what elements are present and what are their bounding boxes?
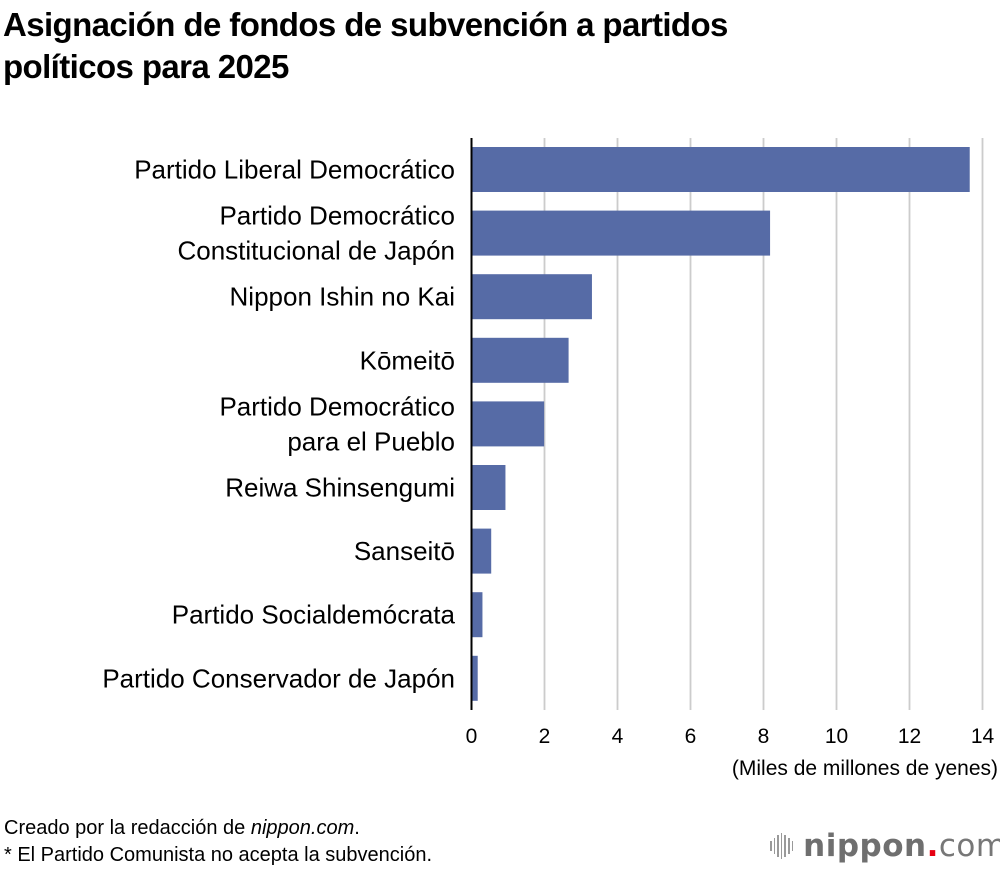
- footnote: * El Partido Comunista no acepta la subv…: [4, 844, 433, 866]
- category-label-line: Constitucional de Japón: [177, 236, 455, 266]
- bar: [471, 528, 492, 574]
- bar: [471, 465, 506, 510]
- x-tick-label: 2: [539, 725, 551, 748]
- category-label-line: para el Pueblo: [287, 426, 455, 456]
- category-label: Kōmeitō: [360, 345, 455, 375]
- bar: [471, 401, 545, 447]
- category-label-line: Partido Socialdemócrata: [172, 600, 456, 630]
- x-tick-label: 6: [685, 725, 697, 748]
- x-axis-unit-label: (Miles de millones de yenes): [732, 757, 998, 780]
- nippon-com-logo: nippon.com: [770, 826, 1000, 866]
- chart-title-line-1: Asignación de fondos de subvención a par…: [3, 6, 728, 43]
- bar: [471, 274, 592, 320]
- category-label-line: Nippon Ishin no Kai: [230, 282, 455, 312]
- x-tick-label: 14: [971, 725, 995, 748]
- category-label: Nippon Ishin no Kai: [230, 282, 455, 312]
- chart-title-line-2: políticos para 2025: [3, 48, 289, 85]
- bar: [471, 210, 771, 256]
- credit-site: nippon.com: [250, 817, 355, 839]
- bar: [471, 337, 569, 383]
- footer: Creado por la redacción de nippon.com. *…: [4, 815, 432, 869]
- category-label-line: Kōmeitō: [360, 345, 455, 375]
- category-label-line: Partido Democrático: [219, 201, 455, 231]
- category-label: Partido Liberal Democrático: [134, 155, 455, 185]
- category-label: Reiwa Shinsengumi: [225, 473, 455, 503]
- category-label-line: Partido Liberal Democrático: [134, 155, 455, 185]
- x-tick-label: 8: [758, 725, 770, 748]
- category-label-line: Partido Conservador de Japón: [102, 663, 455, 693]
- x-tick-label: 12: [898, 725, 921, 748]
- x-tick-label: 4: [612, 725, 624, 748]
- category-label-line: Reiwa Shinsengumi: [225, 473, 455, 503]
- category-label: Partido Socialdemócrata: [172, 600, 456, 630]
- category-label-line: Sanseitō: [354, 536, 455, 566]
- category-label-line: Partido Democrático: [219, 391, 455, 421]
- category-labels: Partido Liberal Democrático Partido Democ…: [102, 155, 455, 694]
- x-tick-label: 10: [825, 725, 848, 748]
- category-label: Partido Democrático Constitucional de Jap…: [177, 201, 455, 266]
- logo-dot: .: [926, 828, 939, 864]
- bar-chart: Partido Liberal Democrático Partido Democ…: [102, 138, 998, 780]
- x-axis-ticks: 0 2 4 6 8 10 12 14: [466, 725, 995, 748]
- category-label: Partido Democrático para el Pueblo: [219, 391, 455, 456]
- bar: [471, 655, 478, 701]
- bar: [471, 147, 970, 192]
- credit-line: Creado por la redacción de nippon.com.: [4, 817, 360, 839]
- bars: [471, 147, 970, 701]
- chart-title: Asignación de fondos de subvención a par…: [3, 4, 993, 88]
- category-label: Partido Conservador de Japón: [102, 663, 455, 693]
- logo-name: nippon: [803, 828, 927, 864]
- bar: [471, 592, 483, 638]
- category-label: Sanseitō: [354, 536, 455, 566]
- logo-tld: com: [938, 828, 1000, 864]
- sound-wave-icon: [770, 833, 794, 859]
- x-tick-label: 0: [466, 725, 478, 748]
